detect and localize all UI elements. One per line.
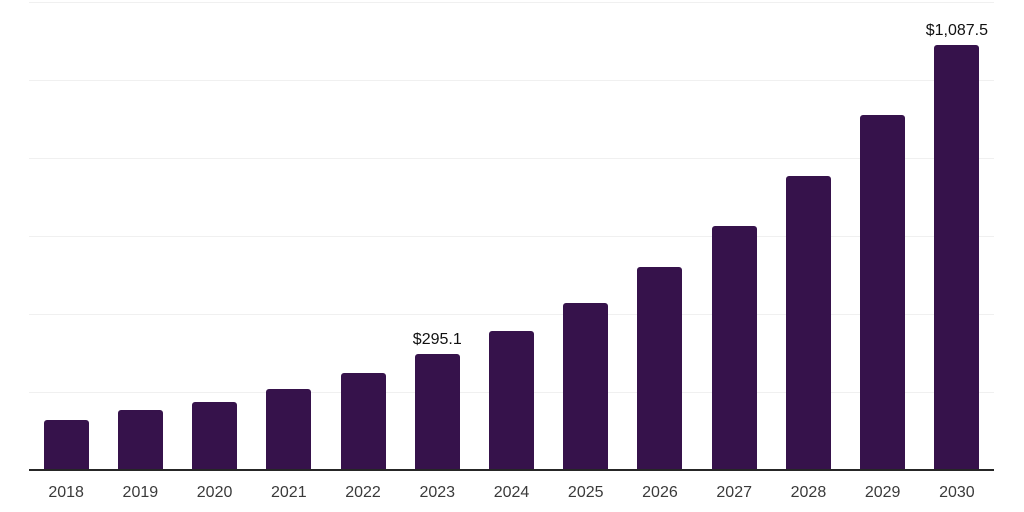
- bar-2019: [117, 410, 163, 469]
- tick-label-2021: 2021: [271, 484, 307, 501]
- gridline-1200: [29, 1, 994, 3]
- x-axis-line: [29, 469, 994, 471]
- tick-label-2022: 2022: [345, 484, 381, 501]
- gridline-800: [29, 157, 994, 159]
- bar-2026: [637, 267, 683, 469]
- bar-2022: [340, 373, 386, 469]
- bar-2020: [192, 402, 238, 469]
- tick-label-2018: 2018: [48, 484, 84, 501]
- bar-2028: [785, 176, 831, 469]
- bar-2029: [860, 115, 906, 469]
- bar-2027: [711, 226, 757, 469]
- tick-label-2025: 2025: [567, 484, 604, 501]
- gridline-600: [29, 235, 994, 237]
- tick-label-2024: 2024: [493, 484, 530, 501]
- data-label-2030: $1,087.5: [925, 22, 989, 39]
- gridline-1000: [29, 79, 994, 81]
- tick-label-2026: 2026: [642, 484, 678, 501]
- bar-2018: [43, 420, 89, 469]
- tick-label-2019: 2019: [122, 484, 159, 501]
- tick-label-2028: 2028: [790, 484, 827, 501]
- bar-2021: [266, 389, 312, 469]
- tick-label-2020: 2020: [196, 484, 233, 501]
- bar-2024: [489, 331, 534, 469]
- tick-label-2030: 2030: [939, 484, 975, 501]
- data-label-2023: $295.1: [412, 331, 462, 348]
- tick-label-2029: 2029: [864, 484, 901, 501]
- bar-2030: [934, 45, 980, 469]
- tick-label-2027: 2027: [716, 484, 752, 501]
- tick-label-2023: 2023: [419, 484, 456, 501]
- bar-2023: [414, 354, 460, 469]
- gridline-400: [29, 313, 994, 315]
- bar-2025: [563, 303, 609, 469]
